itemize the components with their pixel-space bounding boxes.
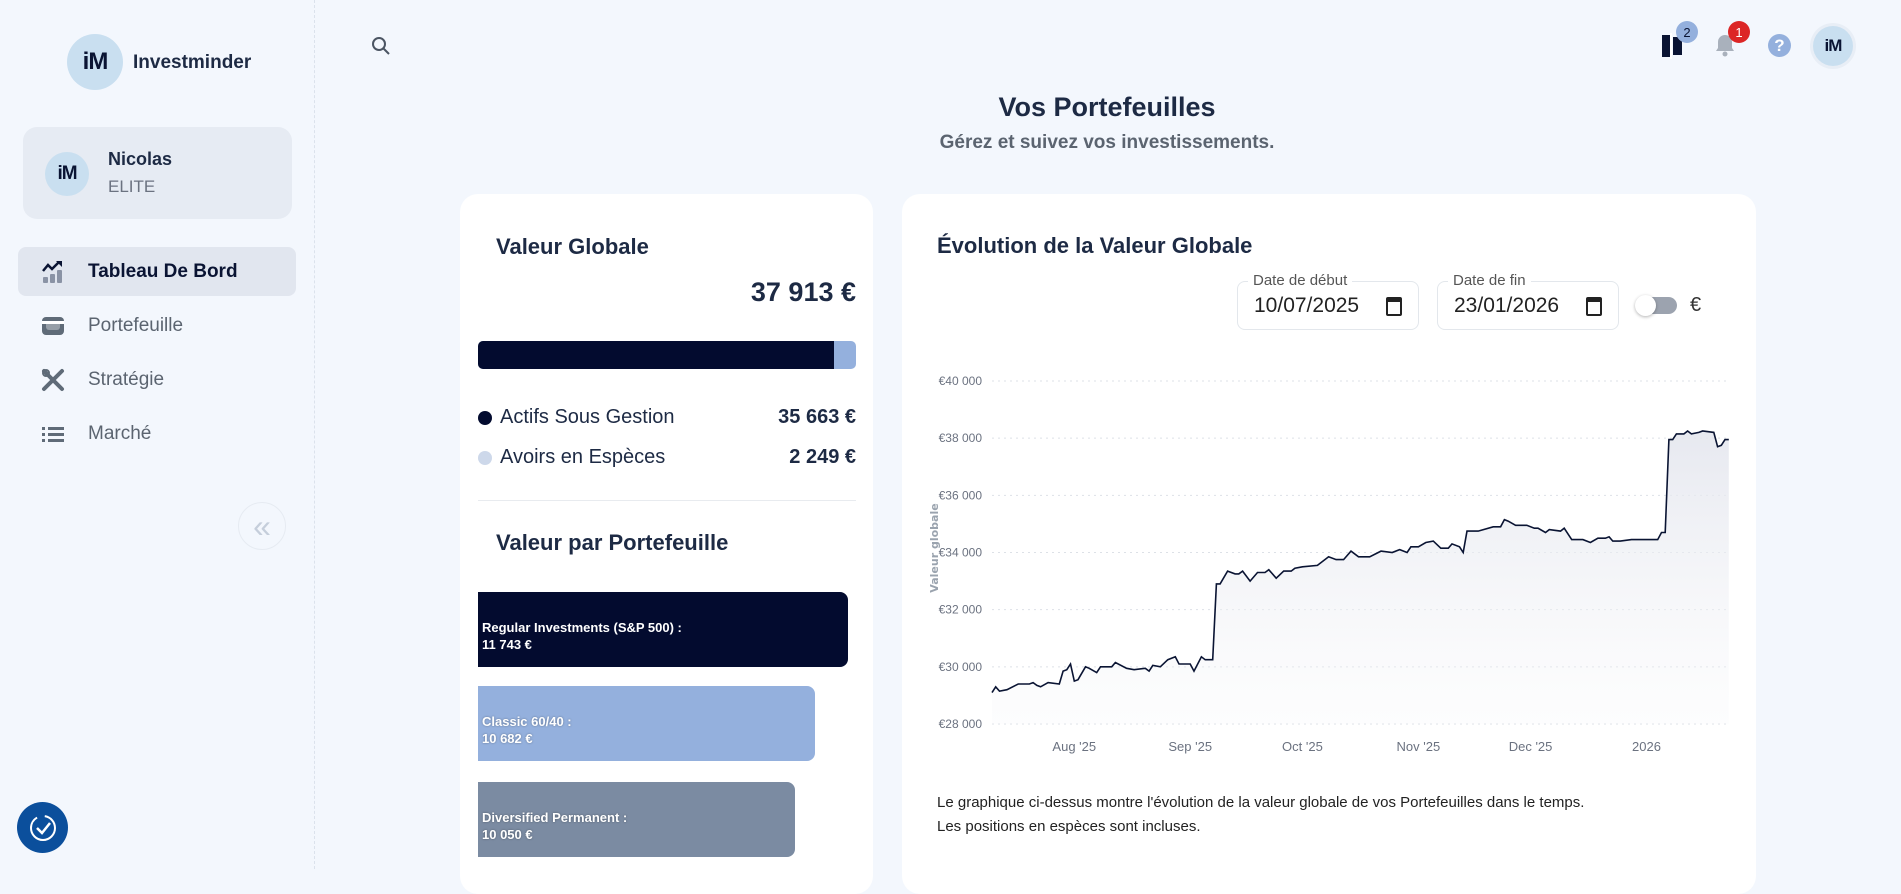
- chevrons-left-icon: «: [253, 507, 271, 544]
- help-icon: ?: [1774, 35, 1785, 55]
- portfolio-name: Regular Investments (S&P 500) :: [482, 620, 682, 635]
- allocation-bar-managed: [478, 341, 834, 369]
- allocation-bar: [478, 341, 856, 369]
- legend-label-managed: Actifs Sous Gestion: [500, 406, 675, 428]
- x-tick-label: Dec '25: [1509, 739, 1553, 754]
- global-value-title: Valeur Globale: [496, 234, 649, 259]
- search-button[interactable]: [371, 36, 391, 61]
- global-value-card: [460, 194, 873, 894]
- area-fill: [992, 431, 1729, 724]
- toggle-knob: [1635, 295, 1656, 316]
- help-button[interactable]: ?: [1768, 34, 1791, 57]
- portfolio-value: 10 682 €: [482, 731, 533, 746]
- app-logo[interactable]: iM: [67, 34, 123, 90]
- notification-count-badge: 1: [1728, 21, 1750, 43]
- start-date-value: 10/07/2025: [1254, 294, 1360, 317]
- transfer-icon: [1662, 33, 1682, 59]
- bell-icon: [1716, 35, 1734, 57]
- toggle-unit-label: €: [1690, 294, 1702, 316]
- start-date-input[interactable]: Date de début 10/07/2025: [1237, 272, 1419, 330]
- x-tick-label: Nov '25: [1397, 739, 1441, 754]
- user-name: Nicolas: [108, 149, 173, 169]
- chart-trend-icon: [42, 260, 62, 283]
- portfolio-value: 11 743 €: [482, 637, 532, 652]
- calendar-icon[interactable]: [1586, 297, 1602, 316]
- tools-icon: [42, 368, 64, 391]
- app-name: Investminder: [133, 52, 252, 73]
- portfolio-bar[interactable]: Diversified Permanent : 10 050 €: [478, 782, 795, 857]
- currency-toggle[interactable]: [1635, 295, 1677, 316]
- legend-value-cash: 2 249 €: [789, 446, 856, 468]
- portfolio-name: Classic 60/40 :: [482, 714, 572, 729]
- y-tick-label: €30 000: [939, 660, 983, 674]
- y-tick-label: €32 000: [939, 603, 983, 617]
- y-tick-label: €36 000: [939, 488, 983, 502]
- global-value-total: 37 913 €: [750, 277, 856, 307]
- search-icon: [372, 37, 390, 55]
- x-tick-label: Sep '25: [1168, 739, 1212, 754]
- sidebar-item-marche[interactable]: Marché: [18, 409, 296, 458]
- portfolio-value: 10 050 €: [482, 827, 533, 842]
- legend-label-cash: Avoirs en Espèces: [500, 446, 666, 468]
- chart-caption-line1: Le graphique ci-dessus montre l'évolutio…: [937, 794, 1585, 811]
- page-subtitle: Gérez et suivez vos investissements.: [939, 132, 1275, 153]
- x-tick-label: Aug '25: [1052, 739, 1096, 754]
- y-tick-label: €38 000: [939, 431, 983, 445]
- sidebar: iM Investminder iM Nicolas ELITE Tableau…: [0, 0, 315, 869]
- evolution-chart[interactable]: Valeur globale €40 000 €38 000 €36 000 €34 …: [902, 360, 1756, 760]
- legend-dot-managed: [478, 411, 492, 425]
- portfolio-name: Diversified Permanent :: [482, 810, 628, 825]
- transfer-button[interactable]: 2: [1660, 21, 1698, 59]
- page-title: Vos Portefeuilles: [998, 92, 1216, 122]
- collapse-sidebar-button[interactable]: «: [238, 502, 286, 550]
- x-tick-label: Oct '25: [1282, 739, 1323, 754]
- user-tier: ELITE: [108, 177, 156, 196]
- y-axis-label: Valeur globale: [928, 503, 941, 592]
- header-avatar[interactable]: iM: [1813, 26, 1853, 66]
- sidebar-item-tableau-de-bord[interactable]: Tableau De Bord: [18, 247, 296, 296]
- chart-caption-line2: Les positions en espèces sont incluses.: [937, 818, 1201, 835]
- list-icon: [42, 426, 64, 442]
- badge-check-icon: [29, 814, 56, 841]
- y-tick-label: €34 000: [939, 546, 983, 560]
- sidebar-item-strategie[interactable]: Stratégie: [18, 355, 296, 404]
- portfolio-bar[interactable]: Regular Investments (S&P 500) : 11 743 €: [478, 592, 848, 667]
- value-line: [991, 429, 1729, 694]
- legend-dot-cash: [478, 451, 492, 465]
- calendar-icon[interactable]: [1386, 297, 1402, 316]
- accessibility-button[interactable]: [17, 802, 68, 853]
- portfolios-title: Valeur par Portefeuille: [496, 530, 729, 555]
- start-date-label: Date de début: [1248, 272, 1353, 289]
- divider: [478, 500, 856, 501]
- evolution-title: Évolution de la Valeur Globale: [937, 233, 1253, 258]
- sidebar-item-portefeuille[interactable]: Portefeuille: [18, 301, 296, 350]
- end-date-value: 23/01/2026: [1454, 294, 1560, 317]
- end-date-label: Date de fin: [1448, 272, 1531, 289]
- legend-value-managed: 35 663 €: [778, 406, 856, 428]
- end-date-input[interactable]: Date de fin 23/01/2026: [1437, 272, 1619, 330]
- wallet-icon: [42, 316, 64, 335]
- transfer-count-badge: 2: [1676, 21, 1698, 43]
- x-tick-label: 2026: [1632, 739, 1661, 754]
- user-card[interactable]: iM Nicolas ELITE: [23, 127, 292, 219]
- user-avatar: iM: [45, 152, 89, 196]
- notifications-button[interactable]: 1: [1714, 21, 1750, 57]
- y-tick-label: €28 000: [939, 717, 983, 731]
- y-tick-label: €40 000: [939, 374, 983, 388]
- portfolio-bar[interactable]: Classic 60/40 : 10 682 €: [478, 686, 815, 761]
